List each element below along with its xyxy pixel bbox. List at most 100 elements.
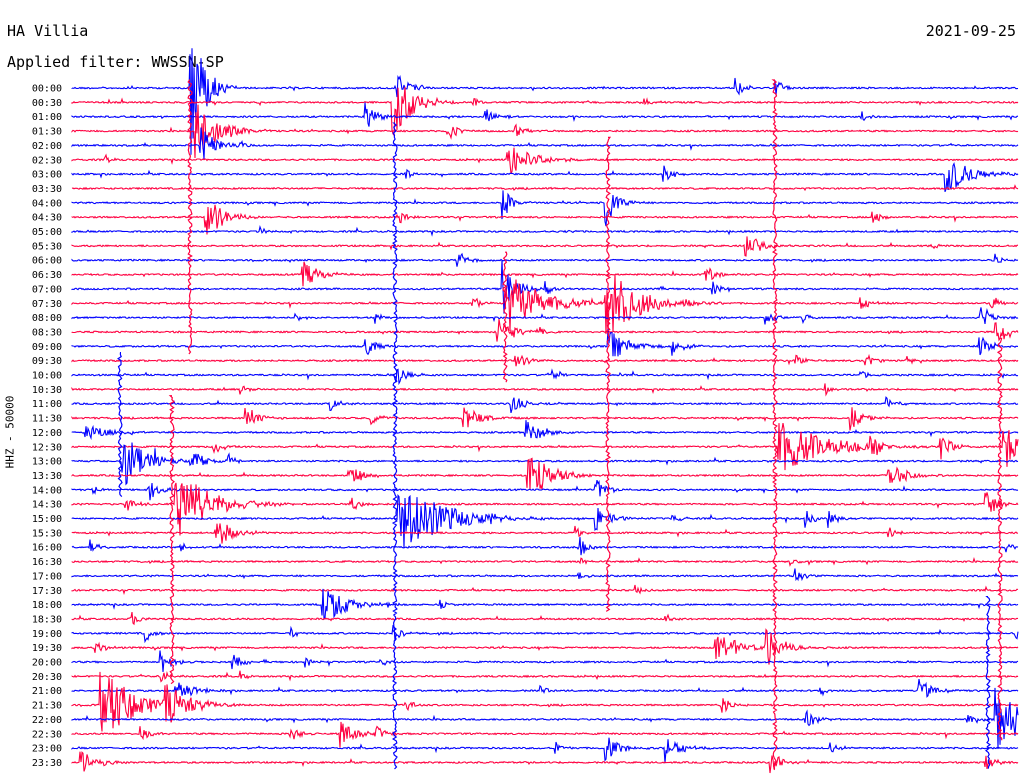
row-label: 06:30 [32, 270, 62, 281]
event-streak [985, 596, 992, 769]
row-label: 11:00 [32, 399, 62, 410]
row-label: 04:00 [32, 198, 62, 209]
row-labels: 00:00 00:30 01:00 01:30 02:00 02:30 03:00 03:30… [32, 84, 62, 769]
trace-row [71, 721, 1019, 748]
row-label: 01:00 [32, 112, 62, 123]
trace-row [71, 368, 1019, 386]
trace-row [71, 493, 1019, 549]
row-label: 22:30 [32, 729, 62, 740]
trace-row [71, 274, 1019, 336]
trace-row [71, 127, 1019, 160]
trace-row [71, 260, 1019, 314]
trace-row [71, 86, 1019, 137]
trace-row [71, 482, 1019, 536]
row-label: 23:00 [32, 744, 62, 755]
trace-row [71, 204, 1019, 235]
row-label: 10:30 [32, 385, 62, 396]
trace-row [71, 147, 1019, 175]
trace-row [71, 190, 1019, 227]
row-label: 08:30 [32, 327, 62, 338]
row-label: 09:30 [32, 356, 62, 367]
trace-row [71, 479, 1019, 501]
trace-row [71, 751, 1019, 774]
event-streak [391, 122, 399, 770]
trace-row [71, 556, 1019, 567]
trace-row [71, 252, 1019, 267]
trace-row [71, 624, 1019, 644]
row-label: 12:30 [32, 442, 62, 453]
trace-row [71, 184, 1019, 192]
trace-row [71, 687, 1019, 749]
row-label: 16:00 [32, 543, 62, 554]
trace-row [71, 442, 1019, 486]
trace-row [71, 423, 1019, 471]
event-streak [168, 395, 176, 685]
trace-row [71, 670, 1019, 683]
trace-row [71, 420, 1019, 441]
row-label: 13:30 [32, 471, 62, 482]
row-label: 07:30 [32, 299, 62, 310]
event-streak [186, 79, 194, 355]
trace-row [71, 568, 1019, 582]
row-label: 20:00 [32, 658, 62, 669]
trace-row [71, 307, 1019, 325]
event-streak [996, 337, 1003, 741]
event-streak [604, 136, 612, 612]
row-label: 13:00 [32, 457, 62, 468]
trace-row [71, 679, 1019, 698]
row-label: 17:30 [32, 586, 62, 597]
row-label: 20:30 [32, 672, 62, 683]
row-label: 01:30 [32, 127, 62, 138]
row-label: 14:00 [32, 485, 62, 496]
trace-row [71, 104, 1019, 159]
row-label: 07:00 [32, 284, 62, 295]
row-label: 15:30 [32, 528, 62, 539]
trace-row [71, 48, 1019, 155]
trace-row [71, 383, 1019, 397]
row-label: 19:00 [32, 629, 62, 640]
trace-row [71, 537, 1019, 556]
row-label: 18:00 [32, 600, 62, 611]
station-name: HA Villia [7, 22, 89, 40]
row-label: 16:30 [32, 557, 62, 568]
row-label: 22:00 [32, 715, 62, 726]
row-label: 18:30 [32, 614, 62, 625]
row-label: 05:30 [32, 241, 62, 252]
trace-row [71, 329, 1019, 357]
event-streak [771, 79, 778, 771]
row-label: 02:30 [32, 155, 62, 166]
trace-row [71, 588, 1019, 621]
trace-row [71, 457, 1019, 491]
trace-row [71, 523, 1019, 544]
row-label: 23:30 [32, 758, 62, 769]
row-label: 17:00 [32, 571, 62, 582]
row-label: 15:00 [32, 514, 62, 525]
row-label: 21:30 [32, 701, 62, 712]
row-label: 04:30 [32, 213, 62, 224]
row-label: 21:00 [32, 686, 62, 697]
row-label: 00:30 [32, 98, 62, 109]
seismic-traces [71, 48, 1019, 774]
row-label: 12:00 [32, 428, 62, 439]
trace-row [71, 737, 1019, 764]
record-date: 2021-09-25 [925, 22, 1016, 40]
row-label: 10:00 [32, 371, 62, 382]
row-label: 05:00 [32, 227, 62, 238]
trace-row [71, 319, 1019, 342]
trace-row [71, 236, 1019, 257]
trace-row [71, 261, 1019, 287]
trace-row [71, 407, 1019, 431]
row-label: 02:00 [32, 141, 62, 152]
row-label: 19:30 [32, 643, 62, 654]
row-label: 03:00 [32, 170, 62, 181]
row-label: 00:00 [32, 84, 62, 95]
trace-row [71, 162, 1019, 193]
trace-row [71, 611, 1019, 626]
trace-row [71, 396, 1019, 414]
row-label: 14:30 [32, 500, 62, 511]
row-label: 03:30 [32, 184, 62, 195]
row-label: 06:00 [32, 256, 62, 267]
trace-row [71, 225, 1019, 237]
event-streak [117, 352, 123, 498]
